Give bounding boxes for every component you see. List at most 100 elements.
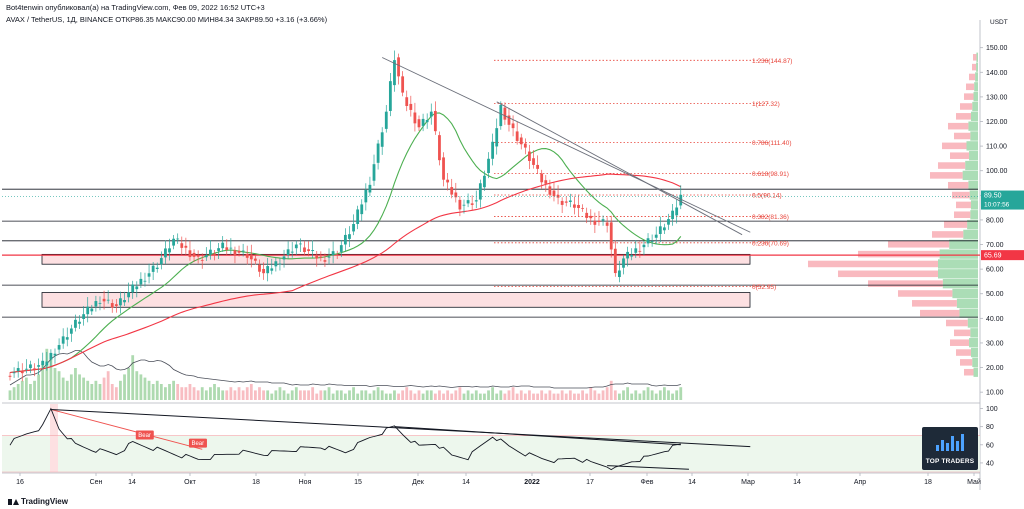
volume-profile-green [970,210,978,220]
volume-bar [315,393,319,400]
candle-body [417,119,421,128]
y-tick-label: 130.00 [986,94,1008,101]
rsi-tick-label: 40 [986,460,994,467]
volume-bar [229,387,233,400]
candle-body [462,204,466,206]
volume-bar [487,390,490,400]
tradingview-footer[interactable]: TradingView [8,497,68,506]
bear-divergence-line [50,409,203,450]
volume-bar [368,393,372,400]
ma-200-line [9,173,682,374]
volume-bar [266,390,270,400]
volume-bar [78,374,81,400]
candle-body [401,76,405,93]
volume-bar [405,387,409,400]
candle-body [78,321,81,324]
volume-bar [466,390,470,400]
candle-body [221,242,225,249]
candle-body [29,364,32,369]
volume-bar [143,377,147,400]
candle-body [319,256,323,258]
candle-body [388,81,392,111]
candle-body [204,255,208,258]
volume-bar [155,380,159,400]
candle-body [200,259,204,261]
volume-bar [548,390,552,400]
candle-body [323,260,327,262]
volume-bar [540,390,544,400]
y-tick-label: 80.00 [986,217,1004,224]
volume-bar [658,390,662,400]
volume-bar [642,390,646,400]
candle-body [217,248,220,251]
volume-profile-red [950,339,970,346]
candle-body [119,298,122,306]
candle-body [172,238,175,246]
candle-body [352,223,355,232]
candle-body [442,157,445,180]
support-zone [41,292,751,308]
candle-body [53,353,57,356]
x-tick-label: 14 [462,479,470,486]
candle-body [483,175,486,188]
volume-profile-red [956,349,971,356]
candle-body [270,268,274,271]
volume-bar [650,390,654,400]
volume-bar [241,390,245,400]
candle-body [433,110,437,132]
volume-bar [98,384,102,400]
volume-profile-red [956,113,971,120]
candle-body [290,251,294,253]
volume-profile-green [968,180,978,190]
volume-bar [294,387,298,400]
volume-bar [446,390,450,400]
volume-bar [564,393,568,400]
volume-bar [343,393,347,400]
volume-bar [597,393,601,400]
candle-body [249,254,253,260]
ma-50-line [9,112,682,374]
candle-body [446,179,450,183]
tradingview-brand: TradingView [21,497,68,506]
volume-profile-red [838,270,938,278]
volume-profile-green [972,357,978,368]
volume-bar [298,390,302,400]
volume-profile-green [975,72,978,82]
candle-body [622,258,625,268]
volume-bar [245,387,249,400]
y-tick-label: 70.00 [986,242,1004,249]
candle-body [372,164,376,181]
volume-bar [630,393,634,400]
candle-body [568,200,572,203]
y-tick-label: 20.00 [986,365,1004,372]
last-price-badge [981,190,1024,210]
candle-body [135,286,139,290]
candle-body [466,200,470,204]
volume-profile-red [954,132,971,140]
y-tick-label: 140.00 [986,70,1008,77]
candle-body [393,60,396,86]
volume-bar [577,393,580,400]
bear-label-bg [135,430,154,440]
candle-body [589,215,593,219]
volume-profile-green [970,328,978,338]
x-tick-label: 2022 [524,479,540,486]
candle-body [581,207,584,209]
volume-profile-red [960,103,973,110]
volume-bar [335,390,339,400]
volume-profile-green [976,52,978,62]
volume-profile-green [973,91,978,102]
publisher-line: Bot4tenwin опубликовал(а) на TradingView… [6,3,265,12]
volume-profile-red [912,300,957,307]
candle-body [368,184,372,193]
candle-body [61,336,65,344]
volume-bar [278,387,282,400]
candle-body [65,337,69,340]
candle-body [311,250,315,252]
volume-bar [478,393,482,400]
volume-bar [65,380,69,400]
volume-bar [225,390,229,400]
volume-profile-red [972,63,977,71]
volume-bar [376,387,380,400]
